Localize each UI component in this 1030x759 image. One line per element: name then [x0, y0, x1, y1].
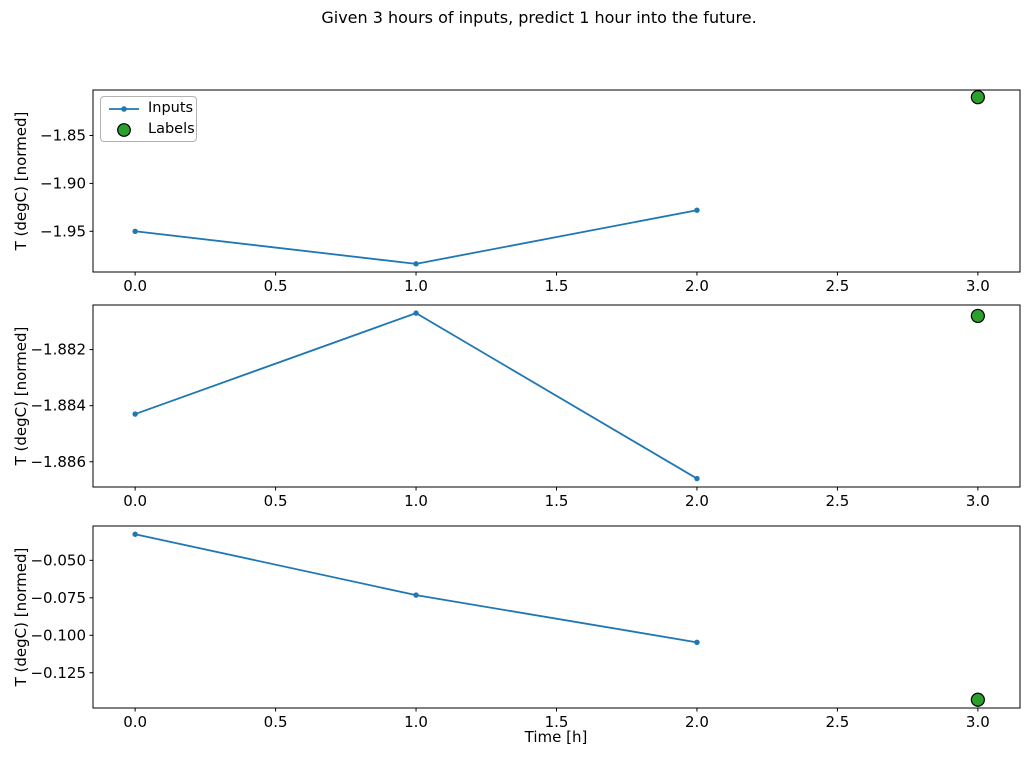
input-point-marker	[413, 592, 419, 598]
y-axis-label-subplot-3: T (degC) [normed]	[12, 547, 30, 687]
x-tick-label: 0.5	[264, 492, 288, 510]
label-point-marker	[970, 308, 985, 324]
input-point-marker	[413, 310, 419, 316]
x-tick-label: 1.0	[404, 277, 428, 295]
x-tick-label: 0.5	[264, 277, 288, 295]
x-tick-label: 3.0	[966, 492, 990, 510]
subplot-3: 0.0 0.5 1.0 1.5 2.0 2.5 3.0 −0.050 −0.075 −0.100 −…	[30, 525, 1021, 731]
y-tick-label: −1.884	[30, 397, 86, 415]
x-tick-label: 1.5	[545, 277, 569, 295]
x-tick-label: 2.5	[825, 713, 849, 731]
y-axis-label-subplot-1: T (degC) [normed]	[12, 111, 30, 251]
y-tick-label: −1.886	[30, 453, 86, 471]
y-tick-label: −0.075	[30, 589, 86, 607]
y-tick-label: −1.95	[40, 222, 86, 240]
y-tick-label: −1.882	[30, 341, 86, 359]
y-tick-label: −0.100	[30, 626, 86, 644]
x-tick-label: 1.5	[545, 492, 569, 510]
x-tick-label: 2.5	[825, 492, 849, 510]
axes-spines	[92, 304, 1021, 488]
input-point-marker	[132, 411, 138, 417]
input-point-marker	[413, 261, 419, 267]
x-tick-label: 2.0	[685, 713, 709, 731]
subplot-2: 0.0 0.5 1.0 1.5 2.0 2.5 3.0 −1.882 −1.884 −1.886	[30, 304, 1021, 510]
legend-item-labels: Labels	[107, 119, 195, 140]
axes-spines	[92, 89, 1021, 273]
x-tick-label: 2.0	[685, 277, 709, 295]
y-tick-label: −1.90	[40, 174, 86, 192]
labels-circle-icon	[117, 122, 131, 137]
input-point-marker	[132, 531, 138, 537]
x-tick-label: 0.5	[264, 713, 288, 731]
subplot-1: 0.0 0.5 1.0 1.5 2.0 2.5 3.0 −1.85 −1.90 −1.95	[40, 89, 1021, 295]
label-point-marker	[970, 692, 985, 707]
inputs-line	[134, 312, 698, 480]
x-tick-label: 2.5	[825, 277, 849, 295]
x-tick-label: 0.0	[123, 492, 147, 510]
y-tick-label: −0.125	[30, 664, 86, 682]
x-tick-label: 2.0	[685, 492, 709, 510]
input-point-marker	[132, 228, 138, 234]
inputs-line-icon	[109, 105, 139, 112]
inputs-line	[135, 209, 698, 265]
axes-spines	[92, 525, 1021, 709]
figure-title: Given 3 hours of inputs, predict 1 hour …	[321, 8, 757, 27]
x-tick-label: 1.0	[404, 492, 428, 510]
y-axis-label-subplot-2: T (degC) [normed]	[12, 326, 30, 466]
legend-item-inputs: Inputs	[107, 98, 194, 119]
y-tick-label: −1.85	[40, 127, 86, 145]
input-point-marker	[694, 207, 700, 213]
input-point-marker	[694, 475, 700, 482]
legend-label-inputs: Inputs	[148, 100, 194, 117]
y-tick-label: −0.050	[30, 551, 86, 569]
legend: Inputs Labels	[100, 96, 197, 142]
x-axis-label: Time [h]	[524, 728, 588, 746]
input-point-marker	[694, 639, 700, 646]
x-tick-label: 3.0	[966, 713, 990, 731]
inputs-line	[134, 533, 698, 644]
x-tick-label: 0.0	[123, 277, 147, 295]
legend-label-labels: Labels	[148, 121, 195, 138]
label-point-marker	[970, 90, 985, 105]
x-tick-label: 1.0	[404, 713, 428, 731]
x-tick-label: 0.0	[123, 713, 147, 731]
x-tick-label: 1.5	[545, 713, 569, 731]
x-tick-label: 3.0	[966, 277, 990, 295]
